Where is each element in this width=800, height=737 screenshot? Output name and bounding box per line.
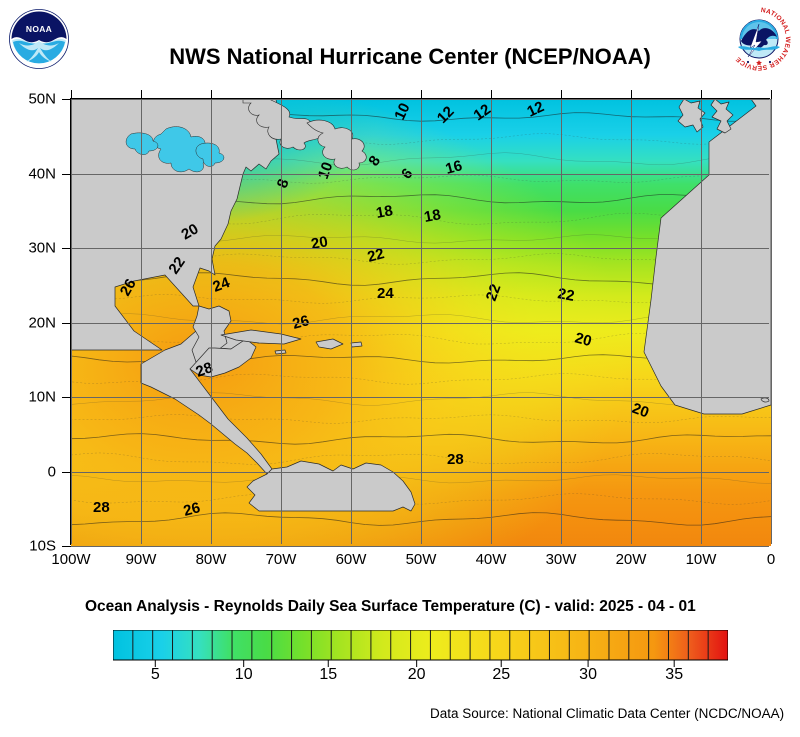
svg-text:18: 18 bbox=[423, 206, 442, 226]
svg-text:28: 28 bbox=[93, 499, 110, 516]
svg-text:NOAA: NOAA bbox=[26, 24, 52, 34]
svg-text:22: 22 bbox=[556, 285, 575, 305]
svg-text:28: 28 bbox=[447, 451, 464, 468]
svg-text:24: 24 bbox=[377, 285, 394, 302]
svg-text:18: 18 bbox=[375, 202, 394, 222]
svg-text:20: 20 bbox=[310, 233, 329, 253]
